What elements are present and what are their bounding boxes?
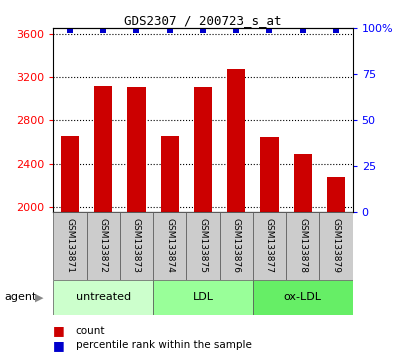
Bar bbox=[153, 212, 186, 280]
Text: GSM133878: GSM133878 bbox=[297, 218, 306, 273]
Text: ▶: ▶ bbox=[35, 292, 43, 302]
Text: ■: ■ bbox=[53, 325, 65, 337]
Bar bbox=[252, 212, 285, 280]
Bar bbox=[119, 212, 153, 280]
Bar bbox=[193, 87, 211, 212]
Bar bbox=[127, 87, 145, 212]
Text: ox-LDL: ox-LDL bbox=[283, 292, 321, 302]
Bar bbox=[326, 177, 344, 212]
Bar bbox=[252, 280, 352, 315]
Bar bbox=[61, 136, 79, 212]
Bar bbox=[160, 136, 178, 212]
Title: GDS2307 / 200723_s_at: GDS2307 / 200723_s_at bbox=[124, 14, 281, 27]
Bar bbox=[94, 86, 112, 212]
Text: GSM133871: GSM133871 bbox=[65, 218, 74, 273]
Text: GSM133874: GSM133874 bbox=[165, 218, 174, 273]
Text: ■: ■ bbox=[53, 339, 65, 352]
Text: untreated: untreated bbox=[75, 292, 130, 302]
Bar bbox=[86, 212, 119, 280]
Bar bbox=[293, 154, 311, 212]
Bar bbox=[153, 280, 252, 315]
Text: GSM133877: GSM133877 bbox=[264, 218, 273, 273]
Bar bbox=[219, 212, 252, 280]
Text: GSM133876: GSM133876 bbox=[231, 218, 240, 273]
Bar bbox=[53, 280, 153, 315]
Text: LDL: LDL bbox=[192, 292, 213, 302]
Text: GSM133873: GSM133873 bbox=[132, 218, 141, 273]
Text: GSM133879: GSM133879 bbox=[330, 218, 339, 273]
Bar bbox=[186, 212, 219, 280]
Bar bbox=[227, 69, 245, 212]
Text: count: count bbox=[76, 326, 105, 336]
Bar bbox=[260, 137, 278, 212]
Bar bbox=[53, 212, 86, 280]
Text: GSM133872: GSM133872 bbox=[99, 218, 108, 273]
Text: percentile rank within the sample: percentile rank within the sample bbox=[76, 340, 251, 350]
Text: GSM133875: GSM133875 bbox=[198, 218, 207, 273]
Text: agent: agent bbox=[4, 292, 36, 302]
Bar bbox=[319, 212, 352, 280]
Bar bbox=[285, 212, 319, 280]
